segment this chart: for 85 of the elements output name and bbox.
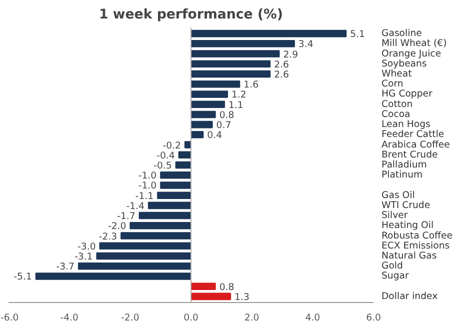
data-label: 0.7: [216, 120, 232, 132]
y-tick-label: Gas Oil: [382, 190, 415, 201]
data-label: 0.8: [219, 282, 234, 293]
data-label: -1.4: [126, 200, 144, 212]
y-tick-label: Palladium: [382, 160, 427, 170]
bar: [190, 292, 232, 300]
bar: [78, 262, 192, 270]
bar: [190, 40, 295, 48]
y-tick-label: Corn: [382, 78, 404, 90]
bar: [190, 90, 228, 98]
y-tick-label: Sugar: [382, 270, 409, 282]
data-label: 0.8: [219, 110, 234, 121]
y-tick-label: HG Copper: [382, 88, 433, 100]
data-label: 1.3: [234, 292, 250, 303]
y-tick-label: Wheat: [382, 68, 412, 80]
bar: [190, 50, 280, 58]
data-label: -1.0: [138, 170, 157, 182]
y-tick-label: Gold: [382, 260, 404, 272]
data-label: -3.1: [74, 251, 93, 262]
bar: [157, 192, 192, 199]
y-tick-label: ECX Emissions: [382, 240, 450, 252]
chart-title: 1 week performance (%): [99, 8, 283, 22]
data-label: -2.3: [98, 231, 118, 242]
bar: [190, 60, 271, 68]
bar: [99, 242, 192, 250]
x-tick-label: 0.0: [184, 312, 198, 323]
y-tick-label: Cotton: [382, 98, 413, 110]
bar: [138, 212, 192, 220]
bar: [160, 171, 192, 179]
bar: [190, 30, 347, 38]
data-label: -1.0: [138, 180, 157, 192]
y-tick-label: Feeder Cattle: [382, 129, 444, 140]
y-tick-label: Arabica Coffee: [382, 139, 450, 150]
bar: [148, 202, 192, 210]
bar: [175, 161, 192, 169]
bar: [96, 252, 192, 260]
bar: [190, 110, 216, 118]
bar: [190, 80, 240, 88]
bar: [190, 282, 216, 290]
data-label: 0.4: [207, 130, 222, 142]
bar: [190, 100, 225, 108]
x-tick-label: 6.0: [366, 312, 381, 323]
y-tick-label: Dollar index: [382, 290, 438, 302]
x-tick-label: 2.0: [244, 312, 260, 323]
data-label: -0.4: [156, 150, 175, 162]
data-label: 2.6: [274, 70, 289, 81]
data-label: 2.6: [274, 59, 289, 70]
y-tick-label: Gasoline: [382, 28, 422, 40]
data-label: -1.7: [117, 211, 136, 222]
data-label: -2.0: [108, 221, 126, 232]
y-tick-label: Natural Gas: [382, 250, 437, 262]
data-label: -1.1: [135, 190, 154, 202]
bar: [190, 131, 204, 138]
data-label: 2.9: [283, 49, 298, 60]
y-tick-label: Brent Crude: [382, 149, 438, 160]
y-tick-label: Robusta Coffee: [382, 230, 453, 242]
data-label: -5.1: [14, 272, 32, 283]
y-tick-label: Silver: [382, 210, 408, 222]
y-tick-label: Heating Oil: [382, 220, 434, 232]
y-tick-label: Orange Juice: [382, 48, 442, 60]
bar: [160, 182, 192, 189]
data-label: -3.7: [56, 262, 75, 273]
data-label: 5.1: [350, 29, 366, 40]
data-label: -0.2: [162, 140, 181, 152]
data-label: 3.4: [298, 39, 314, 50]
bar: [120, 232, 192, 240]
bar: [190, 70, 271, 78]
y-tick-label: WTI Crude: [382, 200, 430, 211]
bar: [190, 120, 213, 128]
data-label: -0.5: [154, 160, 172, 172]
x-tick-label: -4.0: [60, 312, 78, 323]
data-label: 1.2: [232, 90, 246, 101]
y-tick-label: Platinum: [382, 170, 423, 181]
x-tick-label: -2.0: [121, 312, 140, 323]
y-tick-label: Mill Wheat (€): [382, 38, 447, 50]
x-tick-label: 4.0: [305, 312, 320, 323]
y-tick-label: Soybeans: [382, 58, 427, 70]
x-tick-label: -6.0: [0, 312, 19, 323]
data-label: -3.0: [78, 241, 96, 252]
y-tick-label: Lean Hogs: [382, 119, 431, 130]
y-tick-label: Cocoa: [382, 108, 410, 120]
bar: [35, 272, 192, 280]
data-label: 1.1: [228, 100, 244, 111]
bar: [130, 222, 192, 230]
data-label: 1.6: [244, 80, 259, 91]
